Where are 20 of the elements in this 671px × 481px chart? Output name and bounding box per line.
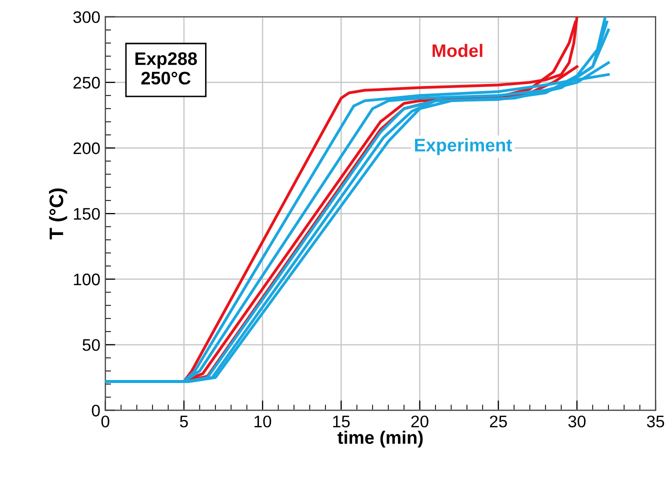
- x-tick-label: 10: [254, 416, 272, 428]
- x-tick-label: 0: [101, 416, 110, 428]
- annotation: Exp288 250°C: [135, 52, 197, 85]
- text: Experiment: [415, 138, 512, 156]
- y-tick-label: 200: [74, 142, 100, 154]
- y-tick-label: 250: [74, 76, 100, 89]
- y-axis-title: T (°C): [49, 188, 68, 240]
- series-label: Model: [432, 44, 482, 58]
- x-axis-title: time (min): [338, 430, 423, 448]
- y-tick-label: 0: [92, 404, 100, 416]
- y-tick-label: 150: [74, 208, 100, 220]
- x-tick-label: 35: [646, 416, 664, 428]
- x-tick-label: 15: [333, 416, 350, 428]
- y-tick-label: 300: [73, 11, 100, 24]
- x-tick-label: 5: [180, 416, 188, 428]
- x-tick-label: 25: [490, 416, 507, 428]
- x-tick-label: 20: [411, 416, 428, 428]
- y-tick-label: 100: [74, 274, 100, 286]
- x-tick-label: 30: [568, 416, 586, 428]
- y-tick-label: 50: [82, 339, 100, 351]
